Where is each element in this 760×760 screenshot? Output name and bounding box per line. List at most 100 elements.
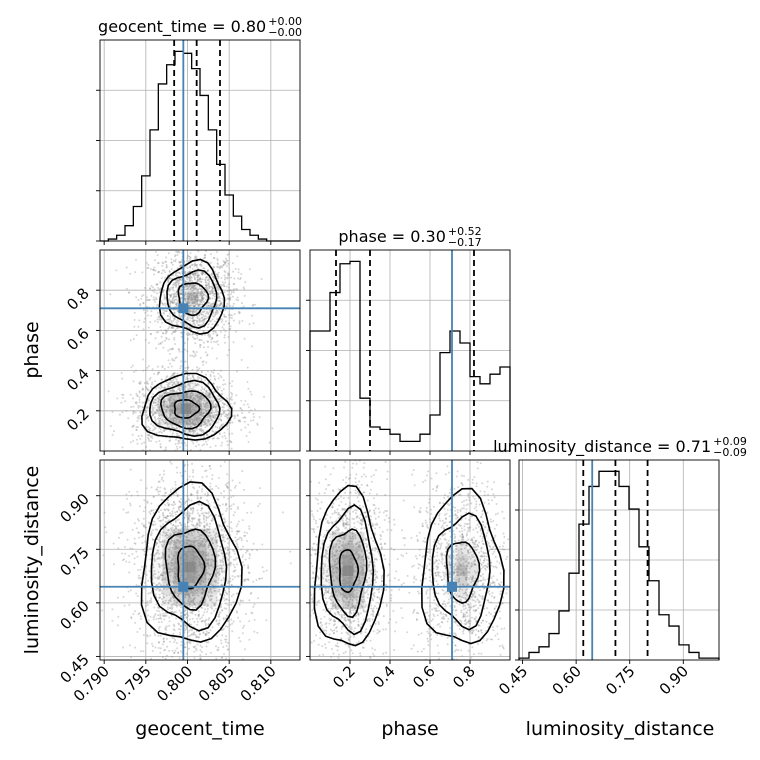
sample-point (188, 595, 190, 597)
sample-point (231, 530, 234, 533)
sample-point (197, 416, 200, 419)
sample-point (168, 649, 171, 652)
sample-point (155, 552, 158, 555)
sample-point (191, 483, 194, 485)
sample-point (163, 601, 166, 604)
sample-point (185, 277, 188, 280)
sample-point (141, 535, 144, 538)
sample-point (156, 373, 159, 376)
sample-point (220, 565, 223, 567)
sample-point (189, 425, 192, 428)
sample-point (198, 319, 201, 321)
sample-point (246, 511, 249, 514)
sample-point (170, 379, 173, 382)
sample-point (179, 504, 182, 507)
sample-point (183, 442, 186, 444)
sample-point (207, 552, 210, 555)
sample-point (199, 278, 202, 281)
sample-point (217, 550, 220, 553)
sample-point (121, 396, 124, 399)
sample-point (153, 412, 156, 415)
sample-point (193, 287, 196, 290)
sample-point (209, 534, 212, 537)
sample-point (190, 387, 193, 390)
sample-point (165, 533, 168, 536)
sample-point (220, 376, 223, 379)
sample-point (213, 292, 216, 295)
sample-point (166, 537, 169, 539)
sample-point (170, 608, 173, 610)
sample-point (171, 357, 174, 360)
sample-point (159, 430, 162, 433)
sample-point (186, 413, 189, 416)
sample-point (199, 654, 202, 657)
sample-point (197, 397, 200, 400)
sample-point (208, 287, 211, 290)
sample-point (141, 358, 144, 361)
sample-point (223, 334, 226, 337)
sample-point (157, 490, 160, 493)
sample-point (173, 381, 176, 384)
sample-point (185, 333, 188, 335)
sample-point (168, 425, 171, 428)
sample-point (167, 397, 170, 400)
sample-point (136, 442, 139, 445)
sample-point (157, 316, 160, 319)
sample-point (179, 557, 182, 560)
sample-point (167, 529, 170, 532)
sample-point (175, 572, 178, 575)
sample-point (138, 398, 141, 401)
sample-point (158, 625, 161, 628)
sample-point (216, 571, 219, 574)
sample-point (173, 255, 176, 258)
sample-point (122, 393, 125, 396)
sample-point (204, 256, 207, 259)
sample-point (222, 618, 225, 621)
sample-point (129, 393, 132, 396)
sample-point (162, 420, 165, 423)
density-cell (165, 281, 176, 293)
sample-point (200, 551, 203, 554)
sample-point (189, 294, 192, 297)
sample-point (196, 497, 199, 500)
sample-point (244, 400, 247, 402)
sample-point (188, 647, 190, 650)
sample-point (221, 401, 224, 404)
sample-point (210, 400, 213, 403)
sample-point (157, 271, 159, 274)
sample-point (196, 266, 198, 268)
sample-point (204, 422, 207, 425)
sample-point (235, 394, 238, 397)
sample-point (202, 411, 205, 414)
sample-point (191, 299, 194, 302)
density-cell (206, 539, 218, 551)
sample-point (216, 311, 219, 314)
sample-point (142, 634, 145, 636)
sample-point (187, 414, 190, 417)
sample-point (164, 422, 167, 424)
sample-point (237, 271, 240, 274)
sample-point (172, 327, 175, 330)
sample-point (165, 614, 168, 617)
sample-point (154, 420, 157, 423)
density-cell (187, 259, 198, 271)
sample-point (231, 398, 234, 401)
sample-point (186, 316, 189, 319)
sample-point (170, 522, 173, 525)
sample-point (205, 285, 208, 288)
sample-point (203, 387, 206, 390)
sample-point (136, 555, 139, 558)
sample-point (179, 261, 182, 264)
sample-point (173, 295, 175, 298)
sample-point (197, 594, 200, 597)
sample-point (251, 345, 254, 348)
sample-point (191, 302, 194, 305)
sample-point (161, 341, 164, 343)
sample-point (146, 415, 149, 418)
sample-point (226, 641, 229, 644)
sample-point (206, 593, 209, 596)
sample-point (196, 330, 199, 333)
sample-point (190, 532, 193, 534)
sample-point (158, 408, 161, 411)
sample-point (177, 434, 180, 437)
